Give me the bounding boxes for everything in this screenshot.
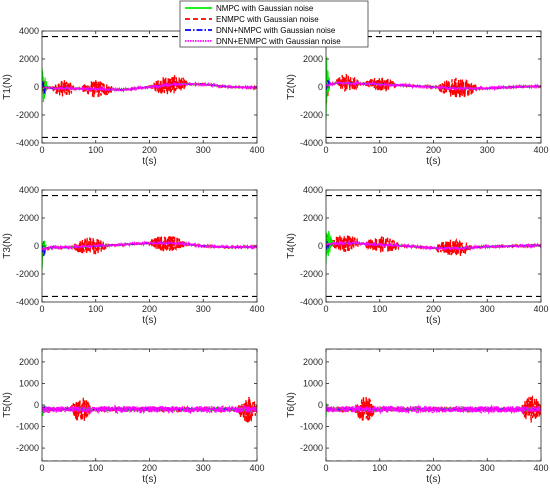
x-tick-label: 100 bbox=[372, 145, 387, 155]
y-tick-label: 4000 bbox=[19, 26, 39, 36]
y-tick-label: 0 bbox=[318, 82, 323, 92]
x-tick-label: 100 bbox=[88, 463, 103, 473]
y-tick-label: 0 bbox=[34, 82, 39, 92]
panel-t3: 0 100 200 300 400 -4000 -2000 0 2000 4000 t(s) T3(N… bbox=[2, 185, 265, 326]
y-tick-label: 2000 bbox=[19, 357, 39, 367]
x-tick-label: 400 bbox=[533, 304, 548, 314]
series-dnn-enmpc bbox=[326, 404, 541, 415]
y-tick-label: -2000 bbox=[16, 110, 39, 120]
y-tick-label: 0 bbox=[318, 400, 323, 410]
y-tick-label: 4000 bbox=[19, 185, 39, 195]
y-tick-label: -4000 bbox=[16, 138, 39, 148]
x-axis-label: t(s) bbox=[142, 474, 156, 485]
plot-content bbox=[42, 349, 257, 461]
x-tick-label: 0 bbox=[323, 304, 328, 314]
y-axis-label: T1(N) bbox=[2, 74, 13, 100]
y-tick-label: 0 bbox=[34, 400, 39, 410]
series-dnn-enmpc bbox=[42, 81, 257, 94]
x-tick-label: 400 bbox=[249, 145, 264, 155]
y-tick-label: -2000 bbox=[300, 269, 323, 279]
y-tick-label: 2000 bbox=[19, 54, 39, 64]
x-axis-label: t(s) bbox=[426, 315, 440, 326]
x-tick-label: 400 bbox=[249, 304, 264, 314]
plot-content bbox=[326, 195, 541, 297]
x-tick-label: 100 bbox=[372, 463, 387, 473]
x-tick-label: 400 bbox=[533, 463, 548, 473]
plot-content bbox=[42, 195, 257, 297]
legend-entry: ENMPC with Gaussian noise bbox=[216, 15, 319, 24]
x-tick-label: 300 bbox=[480, 304, 495, 314]
x-tick-label: 200 bbox=[426, 304, 441, 314]
legend: NMPC with Gaussian noise ENMPC with Gauss… bbox=[179, 0, 369, 48]
x-tick-label: 200 bbox=[142, 463, 157, 473]
y-tick-label: -4000 bbox=[16, 297, 39, 307]
x-tick-label: 300 bbox=[196, 463, 211, 473]
y-tick-label: -1000 bbox=[300, 422, 323, 432]
plot-content bbox=[42, 36, 257, 138]
y-tick-label: -2000 bbox=[16, 443, 39, 453]
y-tick-label: 0 bbox=[34, 241, 39, 251]
x-tick-label: 0 bbox=[39, 463, 44, 473]
y-axis-label: T3(N) bbox=[2, 233, 13, 259]
y-tick-label: 1000 bbox=[303, 378, 323, 388]
y-tick-label: -4000 bbox=[300, 297, 323, 307]
series-dnn-enmpc bbox=[42, 404, 257, 415]
x-tick-label: 0 bbox=[39, 304, 44, 314]
series-dnn-enmpc bbox=[326, 239, 541, 252]
y-tick-label: 2000 bbox=[303, 357, 323, 367]
panel-t1: 0 100 200 300 400 -4000 -2000 0 2000 4000 t(s) T1(N… bbox=[2, 26, 265, 167]
x-tick-label: 100 bbox=[372, 304, 387, 314]
x-tick-label: 400 bbox=[533, 145, 548, 155]
y-axis-label: T5(N) bbox=[2, 392, 13, 418]
plot-content bbox=[326, 349, 541, 461]
y-axis-label: T2(N) bbox=[286, 74, 297, 100]
panel-t5: 0 100 200 300 400 -2000 -1000 0 1000 2000 t(s) T5(N… bbox=[2, 348, 265, 485]
series-dnn-enmpc bbox=[326, 80, 541, 92]
y-tick-label: -4000 bbox=[300, 138, 323, 148]
series-dnn-enmpc bbox=[42, 240, 257, 252]
legend-entry: DNN+ENMPC with Gaussian noise bbox=[216, 37, 341, 46]
x-tick-label: 300 bbox=[480, 463, 495, 473]
x-tick-label: 300 bbox=[196, 304, 211, 314]
x-axis-label: t(s) bbox=[426, 474, 440, 485]
y-axis-label: T4(N) bbox=[286, 233, 297, 259]
y-tick-label: 4000 bbox=[303, 185, 323, 195]
x-tick-label: 0 bbox=[39, 145, 44, 155]
x-tick-label: 200 bbox=[426, 463, 441, 473]
y-tick-label: 0 bbox=[318, 241, 323, 251]
x-tick-label: 0 bbox=[323, 463, 328, 473]
x-tick-label: 100 bbox=[88, 304, 103, 314]
y-tick-label: -2000 bbox=[300, 110, 323, 120]
x-axis-label: t(s) bbox=[426, 156, 440, 167]
y-tick-label: -1000 bbox=[16, 422, 39, 432]
panel-t2: 0100200300400-4000-2000020004000t(s)T2(N… bbox=[286, 26, 549, 167]
y-axis-label: T6(N) bbox=[286, 392, 297, 418]
panel-t6: 0 100 200 300 400 -2000 -1000 0 1000 2000 t(s) T6(N… bbox=[286, 348, 549, 485]
x-tick-label: 200 bbox=[142, 145, 157, 155]
x-tick-label: 400 bbox=[249, 463, 264, 473]
x-tick-label: 300 bbox=[480, 145, 495, 155]
panel-t4: 0 100 200 300 400 -4000 -2000 0 2000 4000 t(s) T4(N… bbox=[286, 185, 549, 326]
x-axis-label: t(s) bbox=[142, 156, 156, 167]
y-tick-label: 2000 bbox=[303, 54, 323, 64]
y-tick-label: -2000 bbox=[300, 443, 323, 453]
y-tick-label: -2000 bbox=[16, 269, 39, 279]
y-tick-label: 1000 bbox=[19, 378, 39, 388]
x-tick-label: 0 bbox=[323, 145, 328, 155]
y-tick-label: 2000 bbox=[19, 213, 39, 223]
x-tick-label: 200 bbox=[142, 304, 157, 314]
x-axis-label: t(s) bbox=[142, 315, 156, 326]
y-tick-label: 2000 bbox=[303, 213, 323, 223]
plot-area bbox=[326, 349, 541, 461]
x-tick-label: 100 bbox=[88, 145, 103, 155]
legend-entry: NMPC with Gaussian noise bbox=[216, 4, 314, 13]
x-tick-label: 300 bbox=[196, 145, 211, 155]
x-tick-label: 200 bbox=[426, 145, 441, 155]
legend-entry: DNN+NMPC with Gaussian noise bbox=[216, 26, 336, 35]
